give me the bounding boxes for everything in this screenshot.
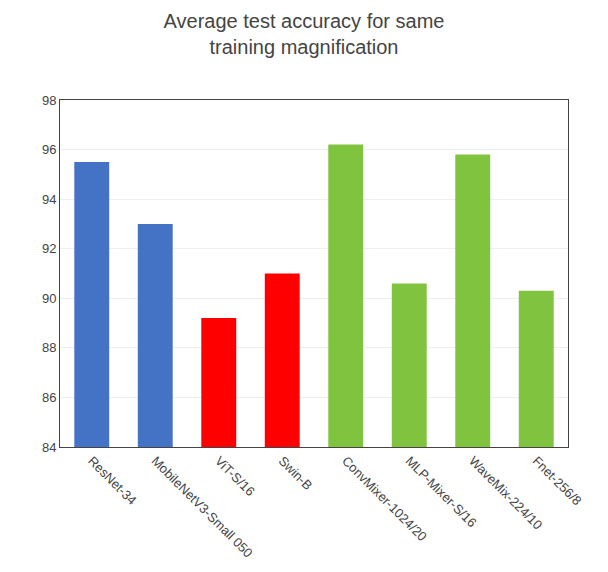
svg-text:98: 98 [42, 93, 56, 108]
svg-text:92: 92 [42, 241, 56, 256]
svg-text:Fnet-256/8: Fnet-256/8 [530, 453, 585, 508]
svg-text:ResNet-34: ResNet-34 [85, 453, 140, 508]
svg-text:84: 84 [42, 440, 56, 455]
svg-text:MLP-Mixer-S/16: MLP-Mixer-S/16 [403, 453, 480, 530]
svg-text:96: 96 [42, 142, 56, 157]
svg-text:88: 88 [42, 340, 56, 355]
svg-text:Swin-B: Swin-B [276, 453, 316, 493]
svg-text:ConvMixer-1024/20: ConvMixer-1024/20 [339, 453, 430, 544]
svg-text:90: 90 [42, 291, 56, 306]
svg-text:94: 94 [42, 192, 56, 207]
svg-text:86: 86 [42, 390, 56, 405]
svg-text:MobileNetV3-Small 050: MobileNetV3-Small 050 [149, 453, 256, 560]
svg-text:ViT-S/16: ViT-S/16 [212, 453, 258, 499]
svg-text:Average test accuracy for same: Average test accuracy for sametraining m… [164, 10, 445, 58]
svg-text:WaveMix-224/10: WaveMix-224/10 [466, 453, 545, 532]
